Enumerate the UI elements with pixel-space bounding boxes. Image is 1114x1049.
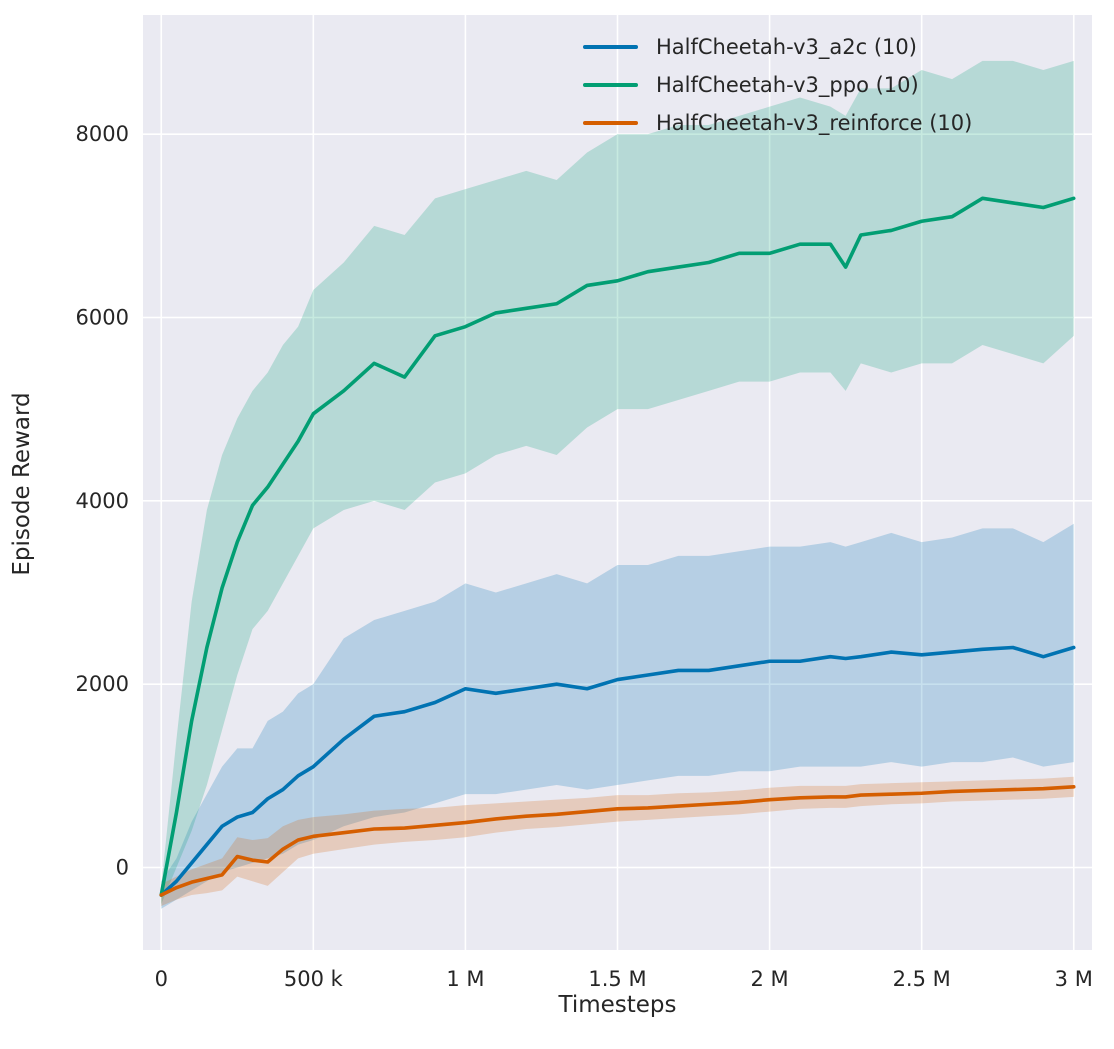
x-tick-label: 0	[155, 967, 168, 991]
x-tick-label: 1.5 M	[588, 967, 646, 991]
confidence-band-ppo	[161, 60, 1074, 905]
legend-label-a2c: HalfCheetah-v3_a2c (10)	[656, 35, 917, 59]
legend: HalfCheetah-v3_a2c (10) HalfCheetah-v3_p…	[583, 28, 972, 142]
series-line-ppo	[159, 196, 1076, 897]
legend-entry-a2c: HalfCheetah-v3_a2c (10)	[583, 28, 972, 66]
legend-label-ppo: HalfCheetah-v3_ppo (10)	[656, 73, 919, 97]
legend-swatch-ppo	[583, 82, 638, 88]
y-tick-label: 2000	[76, 672, 129, 696]
y-tick-label: 0	[116, 856, 129, 880]
series-line-a2c	[159, 645, 1076, 897]
x-tick-label: 1 M	[446, 967, 484, 991]
y-tick-label: 8000	[76, 122, 129, 146]
x-tick-label: 3 M	[1055, 967, 1093, 991]
legend-entry-reinforce: HalfCheetah-v3_reinforce (10)	[583, 104, 972, 142]
x-axis-label: Timesteps	[558, 992, 677, 1018]
y-tick-label: 4000	[76, 489, 129, 513]
y-axis-label: Episode Reward	[9, 392, 35, 576]
legend-swatch-reinforce	[583, 120, 638, 126]
y-tick-label: 6000	[76, 306, 129, 330]
legend-entry-ppo: HalfCheetah-v3_ppo (10)	[583, 66, 972, 104]
legend-swatch-a2c	[583, 44, 638, 50]
series-line-reinforce	[159, 785, 1076, 897]
confidence-band-a2c	[161, 523, 1074, 909]
legend-label-reinforce: HalfCheetah-v3_reinforce (10)	[656, 111, 973, 135]
x-tick-label: 2 M	[751, 967, 789, 991]
x-tick-label: 2.5 M	[893, 967, 951, 991]
x-tick-label: 500 k	[284, 967, 344, 991]
